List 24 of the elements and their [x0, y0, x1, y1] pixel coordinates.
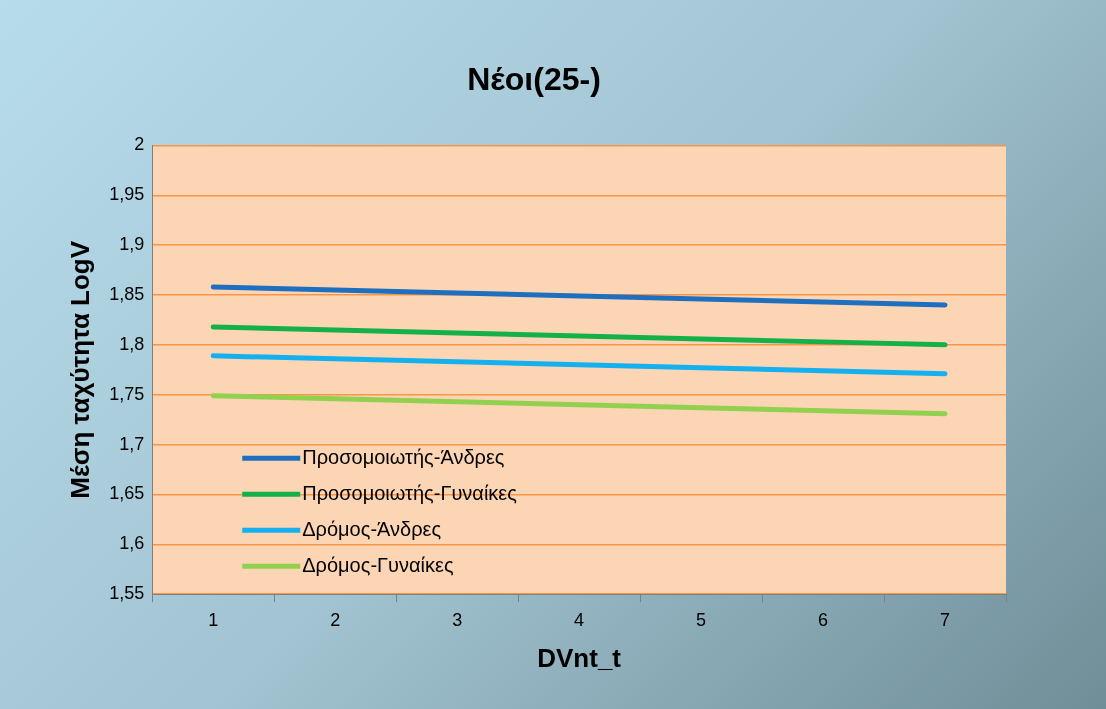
legend-label: Προσομοιωτής-Γυναίκες [302, 481, 518, 504]
x-tick-label: 7 [940, 609, 951, 630]
x-tick-label: 6 [818, 609, 829, 630]
legend-label: Δρόμος-Άνδρες [302, 517, 442, 540]
x-axis-title: DVnt_t [537, 642, 622, 673]
chart-title: Νέοι(25-) [467, 61, 601, 98]
x-tick-label: 2 [330, 609, 341, 630]
x-tick-label: 4 [574, 609, 585, 630]
y-tick-label: 1,9 [119, 234, 145, 255]
y-tick-label: 1,6 [119, 533, 145, 554]
legend-label: Δρόμος-Γυναίκες [302, 553, 454, 576]
x-tick-label: 3 [452, 609, 463, 630]
legend-label: Προσομοιωτής-Άνδρες [302, 445, 505, 468]
x-tick-label: 1 [208, 609, 219, 630]
y-tick-label: 1,8 [119, 333, 145, 354]
y-tick-label: 2 [134, 134, 145, 155]
x-tick-label: 5 [696, 609, 707, 630]
y-tick-label: 1,55 [109, 583, 145, 604]
y-tick-label: 1,7 [119, 433, 145, 454]
y-tick-label: 1,65 [109, 483, 145, 504]
y-tick-label: 1,85 [109, 283, 145, 304]
y-tick-label: 1,95 [109, 184, 145, 205]
y-axis-title: Μέση ταχύτητα LogV [64, 240, 95, 499]
y-tick-label: 1,75 [109, 383, 145, 404]
